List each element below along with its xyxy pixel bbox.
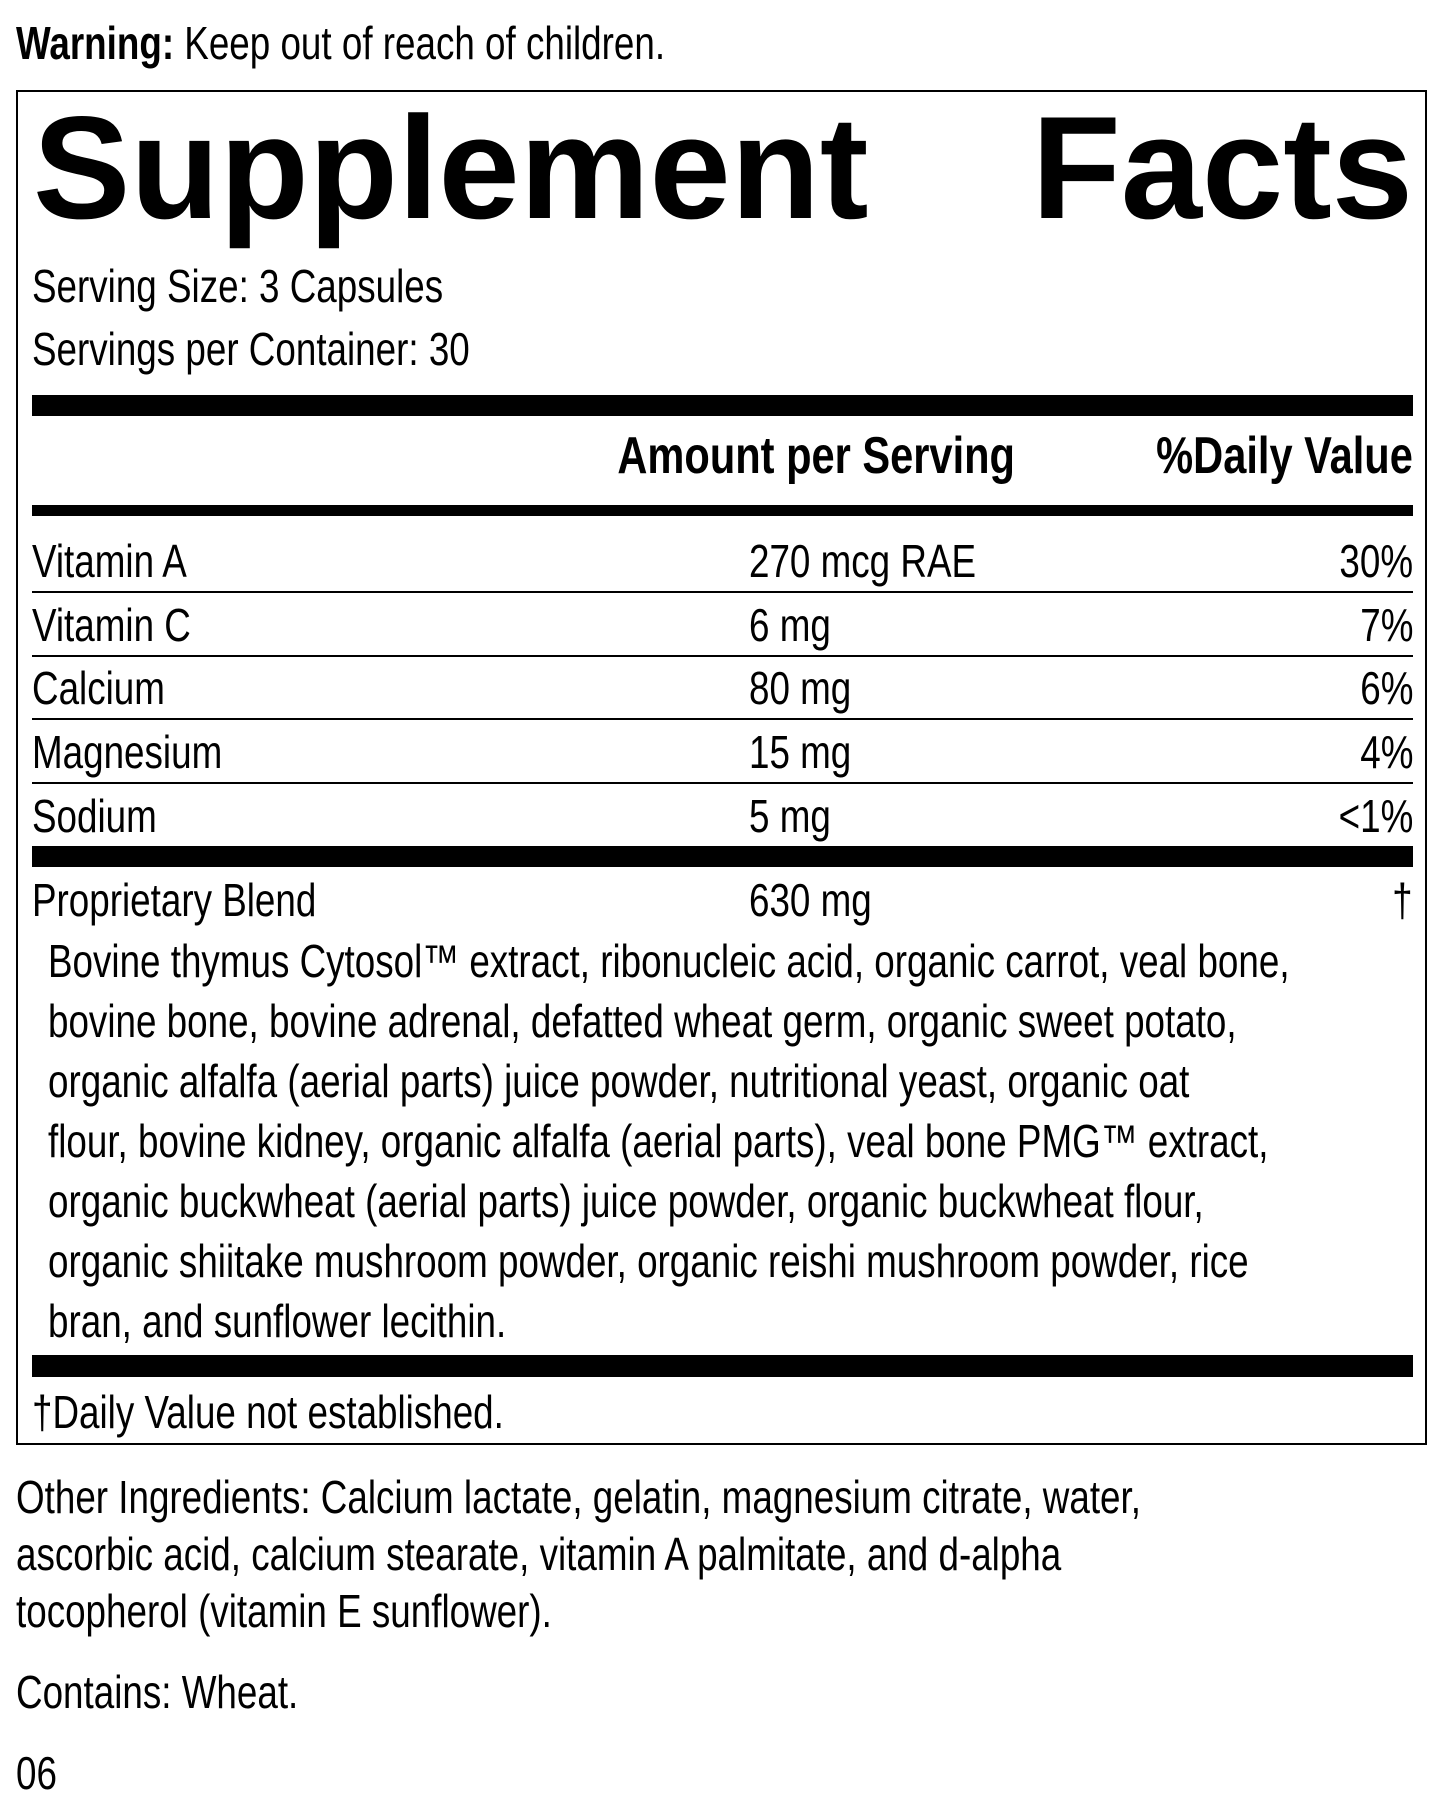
- serving-size: Serving Size: 3 Capsules: [32, 260, 444, 312]
- warning-text: Keep out of reach of children.: [184, 17, 666, 69]
- title-facts: Facts: [1031, 86, 1413, 249]
- contains-allergens: Contains: Wheat.: [16, 1666, 299, 1718]
- row-divider: [32, 782, 1413, 785]
- blend-amount: 630 mg: [749, 874, 872, 926]
- nutrient-daily-value: <1%: [1338, 789, 1413, 842]
- nutrient-amount: 5 mg: [749, 789, 831, 842]
- nutrient-amount: 270 mcg RAE: [749, 535, 977, 587]
- other-ingredients-line: tocopherol (vitamin E sunflower).: [16, 1585, 552, 1637]
- warning: Warning: Keep out of reach of children.: [16, 20, 665, 66]
- divider-thick: [32, 846, 1413, 867]
- title-supplement: Supplement: [33, 86, 869, 249]
- blend-name: Proprietary Blend: [32, 874, 317, 926]
- nutrient-name: Calcium: [32, 662, 165, 715]
- blend-ingredient-line: organic buckwheat (aerial parts) juice p…: [48, 1175, 1204, 1227]
- nutrient-daily-value: 7%: [1359, 598, 1413, 651]
- divider-thick: [32, 395, 1413, 416]
- nutrient-daily-value: 30%: [1339, 535, 1413, 587]
- row-divider: [32, 591, 1413, 593]
- blend-ingredient-line: bran, and sunflower lecithin.: [48, 1295, 507, 1347]
- footnote: †Daily Value not established.: [32, 1386, 504, 1438]
- nutrient-amount: 80 mg: [749, 662, 852, 715]
- other-ingredients-line: Other Ingredients: Calcium lactate, gela…: [16, 1471, 1141, 1523]
- nutrient-amount: 6 mg: [749, 598, 831, 651]
- divider-thick: [32, 1355, 1413, 1377]
- row-divider: [32, 718, 1413, 721]
- nutrient-name: Vitamin C: [32, 598, 191, 651]
- servings-per-container: Servings per Container: 30: [32, 323, 470, 375]
- divider-medium: [32, 505, 1413, 516]
- supplement-facts-panel: [16, 90, 1427, 1445]
- nutrient-name: Vitamin A: [32, 535, 187, 587]
- blend-dv: †: [1392, 874, 1413, 926]
- blend-ingredient-line: bovine bone, bovine adrenal, defatted wh…: [48, 995, 1237, 1047]
- nutrient-name: Magnesium: [32, 726, 223, 779]
- blend-ingredient-line: organic alfalfa (aerial parts) juice pow…: [48, 1055, 1190, 1107]
- blend-ingredient-line: Bovine thymus Cytosol™ extract, ribonucl…: [48, 935, 1290, 987]
- warning-label: Warning:: [16, 17, 175, 69]
- nutrient-daily-value: 6%: [1359, 662, 1413, 715]
- nutrient-daily-value: 4%: [1359, 726, 1413, 779]
- header-daily-value: %Daily Value: [1156, 427, 1413, 485]
- other-ingredients-line: ascorbic acid, calcium stearate, vitamin…: [16, 1528, 1062, 1580]
- product-code: 06: [16, 1747, 57, 1799]
- nutrient-amount: 15 mg: [749, 726, 852, 779]
- header-amount: Amount per Serving: [617, 427, 1015, 485]
- blend-ingredient-line: flour, bovine kidney, organic alfalfa (a…: [48, 1115, 1269, 1167]
- nutrient-name: Sodium: [32, 789, 157, 842]
- row-divider: [32, 654, 1413, 657]
- blend-ingredient-line: organic shiitake mushroom powder, organi…: [48, 1235, 1249, 1287]
